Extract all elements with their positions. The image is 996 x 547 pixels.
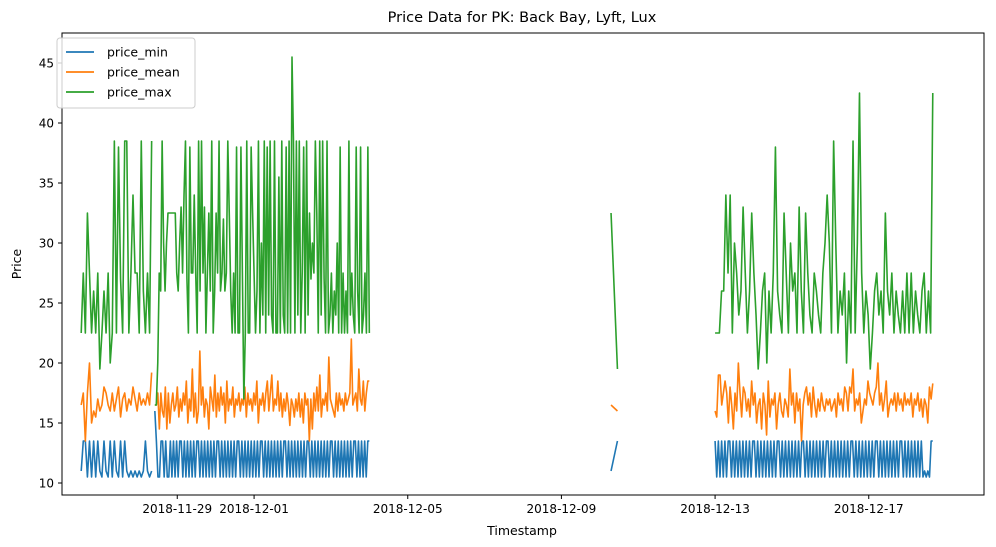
series-line-price_max-segment-2 (154, 56, 371, 406)
plot-frame (61, 32, 985, 496)
y-tick-label: 45 (39, 57, 54, 71)
legend-label-price_max: price_max (107, 85, 172, 100)
y-tick-label: 10 (39, 477, 54, 491)
series-line-price_max-segment-3 (610, 212, 619, 370)
series-line-price_mean-segment-4 (714, 362, 934, 442)
series-line-price_min-segment-4 (714, 440, 933, 478)
legend-label-price_min: price_min (107, 45, 168, 60)
series-line-price_mean-segment-1 (80, 362, 153, 442)
series-line-price_mean-segment-2 (154, 338, 370, 442)
x-tick-label: 2018-12-09 (527, 502, 597, 516)
x-tick-label: 2018-11-29 (142, 502, 212, 516)
y-axis: 10 15 20 25 30 35 40 45 (39, 57, 62, 491)
legend: price_min price_mean price_max (56, 37, 196, 109)
y-tick-label: 40 (39, 117, 54, 131)
x-axis: 2018-11-29 2018-12-01 2018-12-05 2018-12-09… (142, 495, 904, 516)
y-tick-label: 35 (39, 177, 54, 191)
series-line-price_min-segment-2 (154, 410, 370, 478)
series-line-price_max-segment-4 (715, 92, 934, 370)
series-line-price_max-segment-1 (80, 140, 153, 370)
chart-title: Price Data for PK: Back Bay, Lyft, Lux (388, 10, 657, 26)
y-tick-label: 30 (39, 237, 54, 251)
x-tick-label: 2018-12-13 (680, 502, 750, 516)
series-line-price_mean-segment-3 (610, 404, 618, 412)
legend-box (56, 37, 196, 109)
series-line-price_min-segment-1 (80, 440, 153, 478)
legend-label-price_mean: price_mean (107, 65, 180, 80)
x-axis-label: Timestamp (486, 523, 557, 538)
series-line-price_min-segment-3 (610, 440, 619, 472)
y-tick-label: 20 (39, 357, 54, 371)
x-tick-label: 2018-12-17 (834, 502, 904, 516)
y-tick-label: 15 (39, 417, 54, 431)
x-tick-label: 2018-12-01 (219, 502, 289, 516)
y-axis-label: Price (9, 248, 24, 279)
y-tick-label: 25 (39, 297, 54, 311)
plot-layer (80, 56, 934, 478)
x-tick-label: 2018-12-05 (373, 502, 443, 516)
